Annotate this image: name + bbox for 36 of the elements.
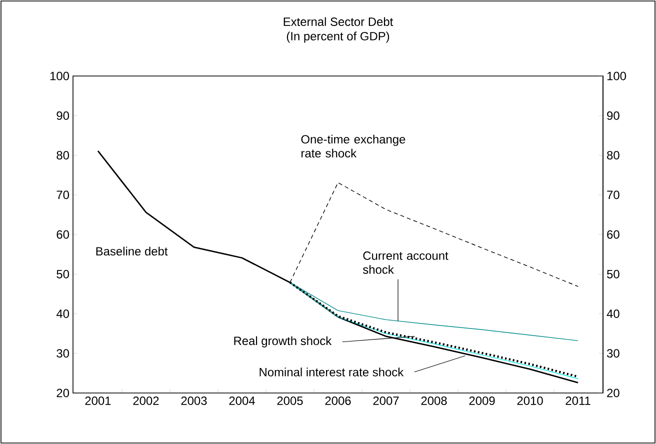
y2-tick-label: 70 (607, 190, 620, 200)
x-tick-label: 2007 (373, 396, 399, 405)
y2-tick-label: 60 (607, 230, 620, 239)
x-tick-label: 2005 (277, 396, 303, 405)
y-tick-label: 30 (56, 349, 70, 358)
y-tick-label: 60 (56, 230, 70, 239)
annotation: Nominal interest rate shock (260, 368, 404, 376)
y-tick-label: 90 (56, 111, 70, 120)
x-tick-label: 2009 (469, 396, 495, 405)
annotation: Current account shock (362, 251, 448, 274)
y2-tick-label: 90 (607, 111, 620, 120)
y-tick-label: 70 (56, 190, 70, 200)
y2-tick-label: 30 (606, 349, 620, 358)
y-tick-label: 50 (56, 270, 70, 278)
y2-tick-label: 20 (607, 388, 620, 398)
y2-tick-label: 80 (607, 151, 620, 160)
annotation: Real growth shock (234, 336, 332, 348)
y2-tick-label: 50 (607, 270, 620, 278)
y-tick-label: 40 (56, 310, 70, 318)
x-tick-label: 2002 (133, 396, 159, 405)
y-tick-label: 100 (50, 72, 70, 80)
x-tick-label: 2004 (229, 396, 255, 405)
annotation: Baseline debt (96, 246, 168, 256)
annotation: One-time exchange rate shock (301, 134, 406, 158)
y-tick-label: 20 (56, 388, 70, 398)
x-tick-label: 2008 (421, 396, 447, 405)
y2-tick-label: 100 (607, 72, 626, 80)
y2-tick-label: 40 (606, 310, 620, 318)
x-tick-label: 2003 (181, 396, 207, 405)
x-tick-label: 2011 (566, 396, 590, 405)
y-tick-label: 80 (56, 151, 70, 160)
chart-subtitle: (In percent of GDP) (286, 32, 390, 43)
x-tick-label: 2010 (517, 396, 543, 405)
chart-title: External Sector Debt (284, 17, 394, 26)
x-tick-label: 2001 (85, 396, 111, 405)
x-tick-label: 2006 (325, 396, 351, 405)
